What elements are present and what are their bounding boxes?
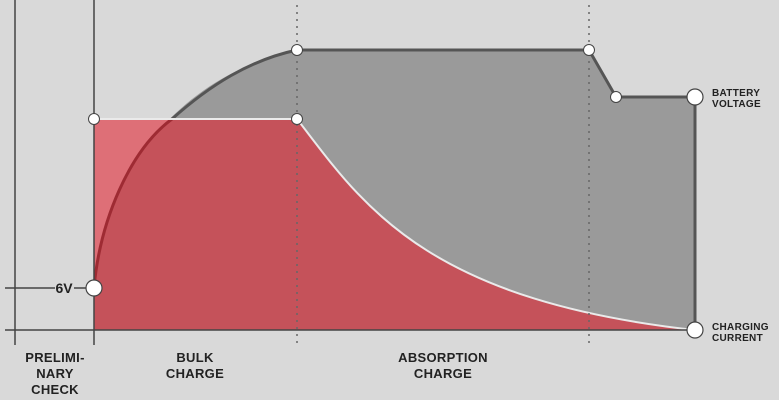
current-bulk-end-node: [291, 113, 303, 125]
charging-current-end-node: [686, 321, 704, 339]
charging-current-label-line1: CHARGING: [712, 322, 769, 333]
bulk-current-light-area: [94, 119, 172, 288]
charging-current-area: [94, 119, 695, 330]
battery-voltage-line: [170, 48, 697, 330]
voltage-curve-under-current: [92, 117, 173, 289]
phase-bulk-line1: BULK: [176, 350, 214, 365]
battery-voltage-label-line2: VOLTAGE: [712, 99, 761, 110]
battery-voltage-end-node: [686, 88, 704, 106]
charging-current-line: [94, 118, 696, 331]
current-start-node: [88, 113, 100, 125]
battery-voltage-label-line1: BATTERY: [712, 88, 760, 99]
charging-current-label-line2: CURRENT: [712, 333, 763, 344]
six-volt-label: 6V: [55, 280, 73, 296]
voltage-float-node: [610, 91, 622, 103]
voltage-start-node: [85, 279, 103, 297]
voltage-peak-node: [291, 44, 303, 56]
phase-bulk-line2: CHARGE: [166, 366, 224, 381]
phase-preliminary-line1: PRELIMI-: [25, 350, 84, 365]
voltage-absorption-end-node: [583, 44, 595, 56]
phase-preliminary-line2: NARY: [36, 366, 74, 381]
phase-absorption-line1: ABSORPTION: [398, 350, 488, 365]
phase-preliminary-line3: CHECK: [31, 382, 79, 397]
phase-absorption-line2: CHARGE: [414, 366, 472, 381]
